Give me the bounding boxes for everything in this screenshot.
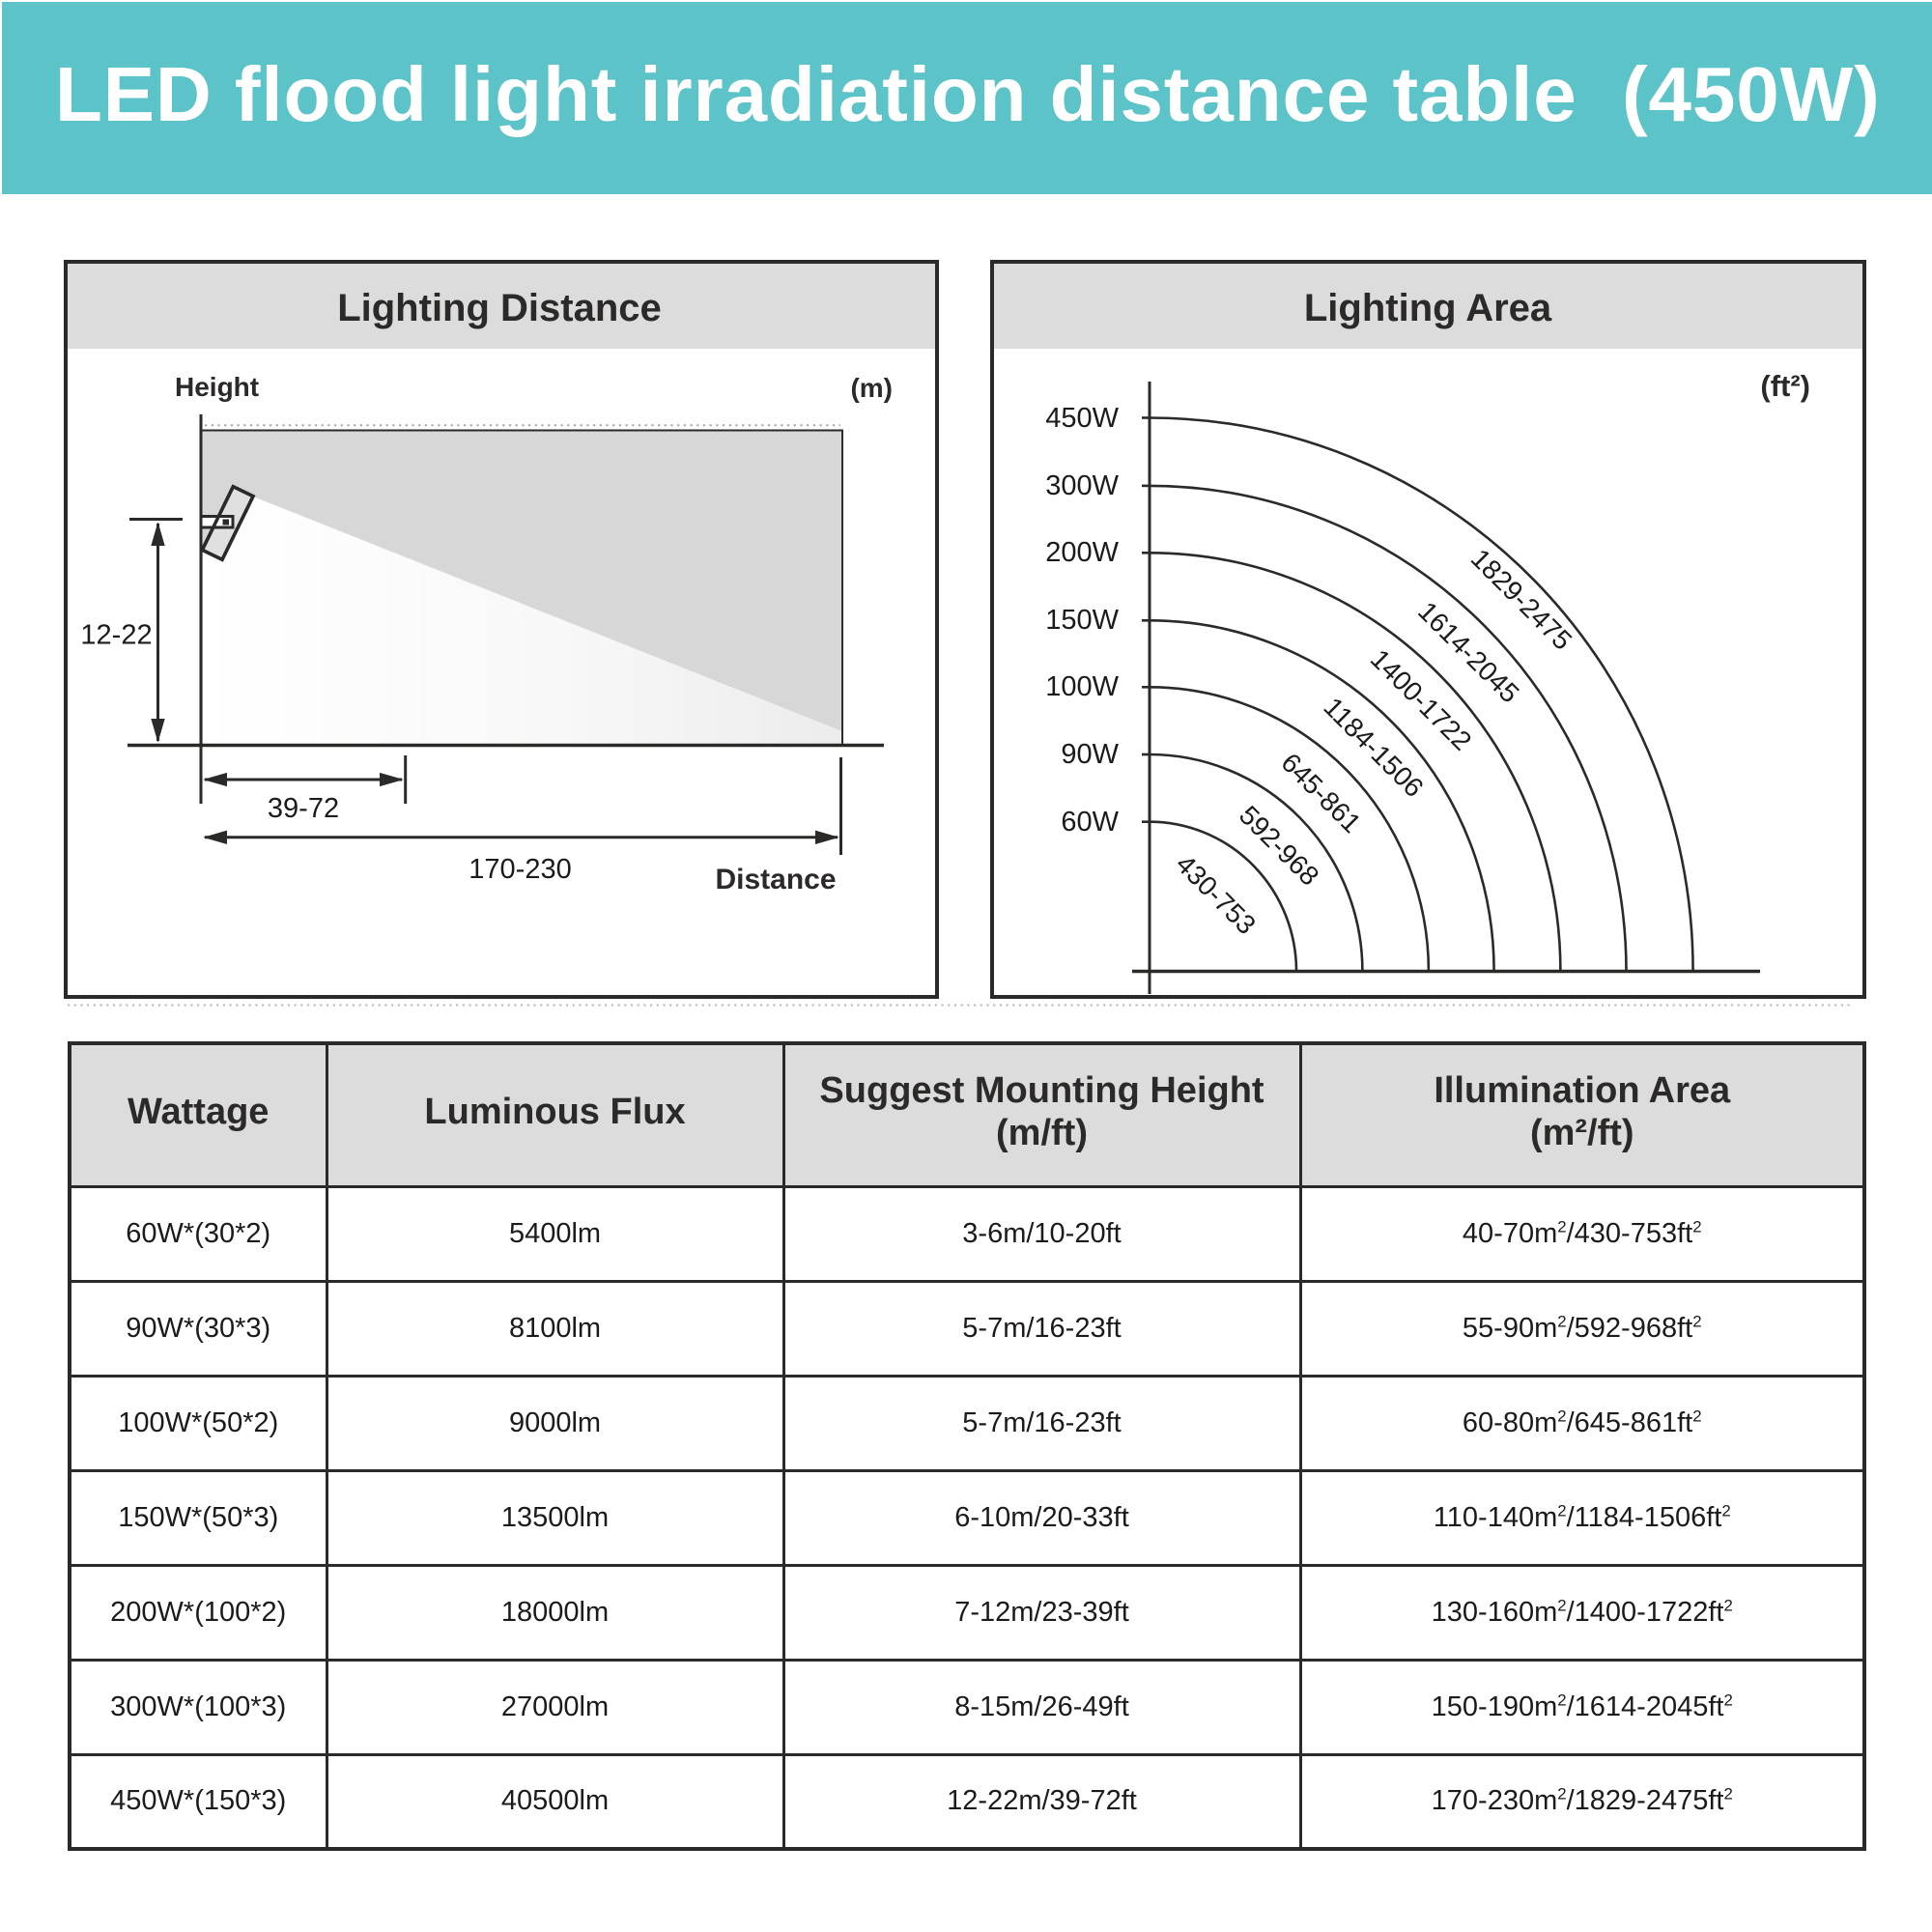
svg-text:Distance: Distance — [715, 864, 836, 895]
svg-text:Height: Height — [175, 372, 259, 402]
svg-text:300W: 300W — [1045, 470, 1119, 501]
svg-text:39-72: 39-72 — [268, 793, 339, 824]
svg-text:12-22: 12-22 — [80, 620, 152, 651]
svg-text:Lighting Distance: Lighting Distance — [337, 287, 662, 329]
svg-text:(ft²): (ft²) — [1760, 369, 1810, 403]
svg-text:200W: 200W — [1045, 537, 1119, 568]
svg-text:150W: 150W — [1045, 605, 1119, 636]
svg-text:Lighting Area: Lighting Area — [1304, 287, 1552, 329]
svg-text:170-230: 170-230 — [469, 854, 571, 885]
svg-text:90W: 90W — [1061, 739, 1119, 770]
svg-text:60W: 60W — [1061, 807, 1119, 838]
svg-text:(m): (m) — [850, 373, 893, 403]
svg-text:100W: 100W — [1045, 671, 1119, 702]
svg-text:450W: 450W — [1045, 403, 1119, 434]
